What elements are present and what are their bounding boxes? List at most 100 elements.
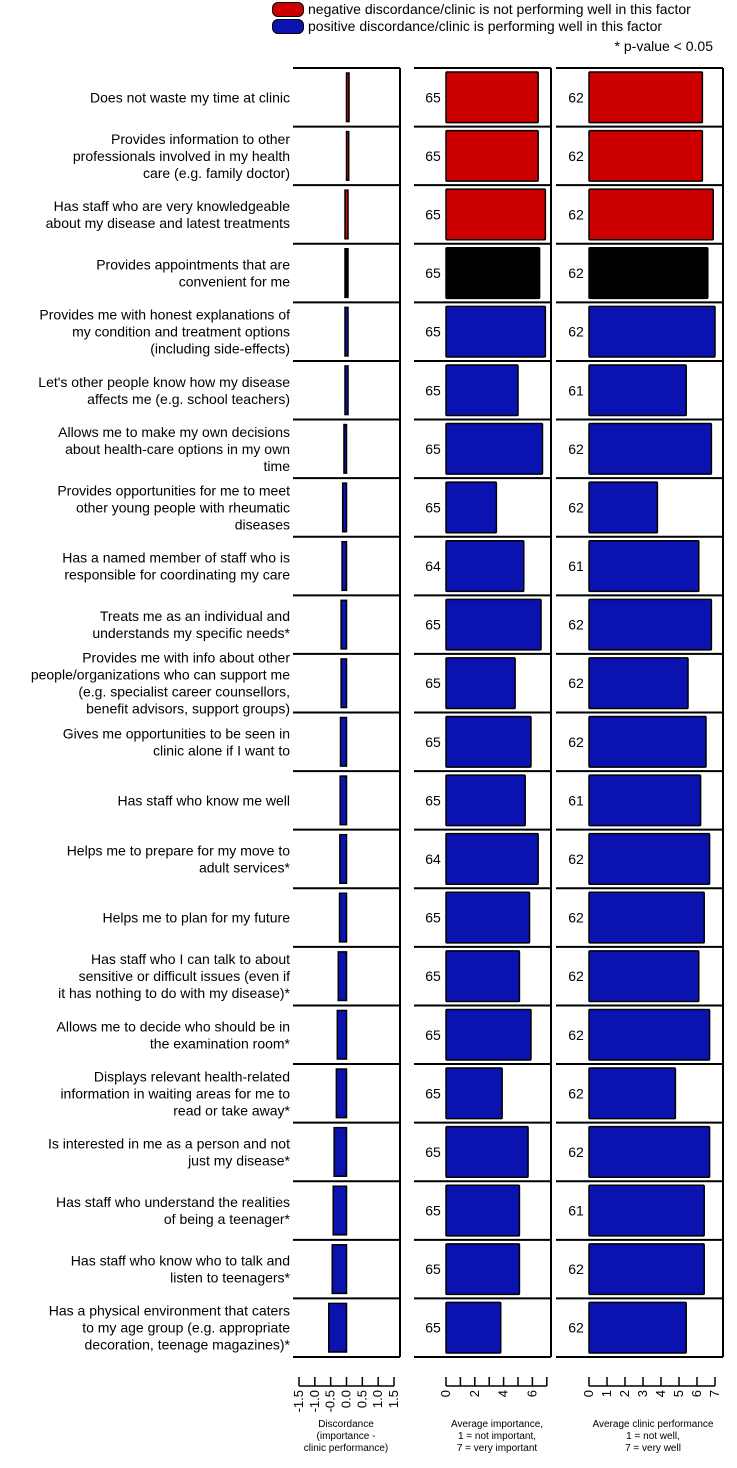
row-label: Gives me opportunities to be seen in: [63, 725, 290, 741]
discordance-bar: [339, 775, 348, 826]
performance-bar: [588, 1067, 677, 1120]
row-label: responsible for coordinating my care: [64, 567, 290, 583]
performance-n-label: 62: [568, 1261, 584, 1277]
performance-bar: [588, 1243, 705, 1296]
row-label: it has nothing to do with my disease)*: [58, 985, 290, 1001]
performance-bar: [588, 715, 707, 768]
performance-n-label: 62: [568, 148, 584, 164]
importance-bar: [445, 1301, 502, 1354]
performance-tick-label: 0: [581, 1390, 596, 1397]
row-label: read or take away*: [173, 1102, 290, 1118]
importance-n-label: 65: [425, 1320, 441, 1336]
row-label: Has a named member of staff who is: [62, 550, 290, 566]
row-label: Has staff who understand the realities: [56, 1194, 290, 1210]
importance-n-label: 65: [425, 148, 441, 164]
discordance-bar: [333, 1126, 348, 1177]
row-label: Helps me to plan for my future: [102, 910, 290, 926]
row-label: Does not waste my time at clinic: [90, 89, 290, 105]
discordance-bar: [341, 482, 348, 533]
performance-bar: [588, 1125, 711, 1178]
importance-tick-label: 6: [524, 1390, 539, 1397]
performance-tick-label: 5: [671, 1390, 686, 1397]
performance-axis-title: 7 = very well: [625, 1443, 681, 1454]
row-label: Allows me to make my own decisions: [58, 424, 290, 440]
discordance-bar: [343, 423, 348, 474]
row-label: adult services*: [199, 859, 291, 875]
discordance-bar: [344, 189, 349, 240]
importance-n-label: 65: [425, 734, 441, 750]
importance-bar: [445, 247, 541, 300]
performance-tick-label: 2: [617, 1390, 632, 1397]
importance-axis-title: 1 = not important,: [458, 1431, 536, 1442]
discordance-tick-label: -0.5: [323, 1390, 338, 1412]
importance-n-label: 65: [425, 382, 441, 398]
row-label: Has staff who are very knowledgeable: [54, 198, 291, 214]
performance-tick-label: 7: [707, 1390, 722, 1397]
discordance-bar: [339, 716, 348, 767]
importance-bar: [445, 1243, 521, 1296]
performance-bar: [588, 774, 702, 827]
row-label: Provides appointments that are: [96, 257, 290, 273]
performance-n-label: 61: [568, 1203, 584, 1219]
row-label: my condition and treatment options: [72, 324, 290, 340]
importance-n-label: 65: [425, 675, 441, 691]
discordance-tick-label: -1.5: [291, 1390, 306, 1412]
row-label: clinic alone if I want to: [153, 742, 290, 758]
row-label: of being a teenager*: [164, 1211, 291, 1227]
row-label: benefit advisors, support groups): [86, 701, 290, 717]
importance-tick-label: 2: [467, 1390, 482, 1397]
importance-tick-label: 0: [438, 1390, 453, 1397]
importance-n-label: 65: [425, 265, 441, 281]
performance-tick-label: 6: [689, 1390, 704, 1397]
discordance-bar: [336, 1009, 348, 1060]
row-label: understands my specific needs*: [92, 625, 290, 641]
performance-bar: [588, 832, 711, 886]
performance-n-label: 62: [568, 851, 584, 867]
row-label: listen to teenagers*: [170, 1270, 290, 1286]
performance-bar: [588, 422, 713, 475]
discordance-bar: [340, 658, 348, 709]
row-label: Displays relevant health-related: [94, 1068, 290, 1084]
performance-bar: [588, 71, 704, 124]
discordance-tick-label: -1.0: [307, 1390, 322, 1412]
discordance-bar: [337, 951, 348, 1002]
discordance-tick-label: 0.0: [339, 1390, 354, 1408]
significance-note: * p-value < 0.05: [614, 38, 713, 54]
performance-bar: [588, 657, 689, 710]
row-label: about my disease and latest treatments: [46, 215, 290, 231]
performance-n-label: 61: [568, 382, 584, 398]
performance-n-label: 62: [568, 675, 584, 691]
discordance-bar: [341, 540, 348, 592]
row-label: Provides me with info about other: [82, 650, 290, 666]
performance-bar: [588, 481, 659, 534]
importance-bar: [445, 129, 539, 182]
performance-bar: [588, 598, 713, 651]
row-label: Provides opportunities for me to meet: [57, 482, 290, 498]
row-label: Has staff who I can talk to about: [91, 951, 290, 967]
discordance-bar: [340, 599, 348, 650]
performance-bar: [588, 891, 705, 944]
discordance-tick-label: 0.5: [354, 1390, 369, 1408]
importance-bar: [445, 481, 498, 534]
performance-bar: [588, 129, 704, 182]
performance-bar: [588, 188, 714, 241]
importance-axis-title: Average importance,: [451, 1419, 543, 1430]
discordance-bar: [344, 365, 349, 416]
performance-n-label: 62: [568, 1144, 584, 1160]
legend-swatch-negative: [272, 2, 304, 17]
performance-axis-title: 1 = not well,: [626, 1431, 680, 1442]
importance-n-label: 65: [425, 617, 441, 633]
row-label: to my age group (e.g. appropriate: [82, 1320, 290, 1336]
importance-bar: [445, 71, 539, 124]
importance-n-label: 64: [425, 558, 441, 574]
discordance-bar: [339, 833, 348, 885]
row-label: the examination room*: [150, 1035, 291, 1051]
row-label: just my disease*: [187, 1152, 290, 1168]
row-label: (including side-effects): [150, 341, 290, 357]
performance-bar: [588, 1301, 687, 1354]
importance-n-label: 65: [425, 1027, 441, 1043]
performance-n-label: 62: [568, 441, 584, 457]
row-label: Provides me with honest explanations of: [39, 307, 290, 323]
row-label: (e.g. specialist career counsellors,: [78, 684, 290, 700]
